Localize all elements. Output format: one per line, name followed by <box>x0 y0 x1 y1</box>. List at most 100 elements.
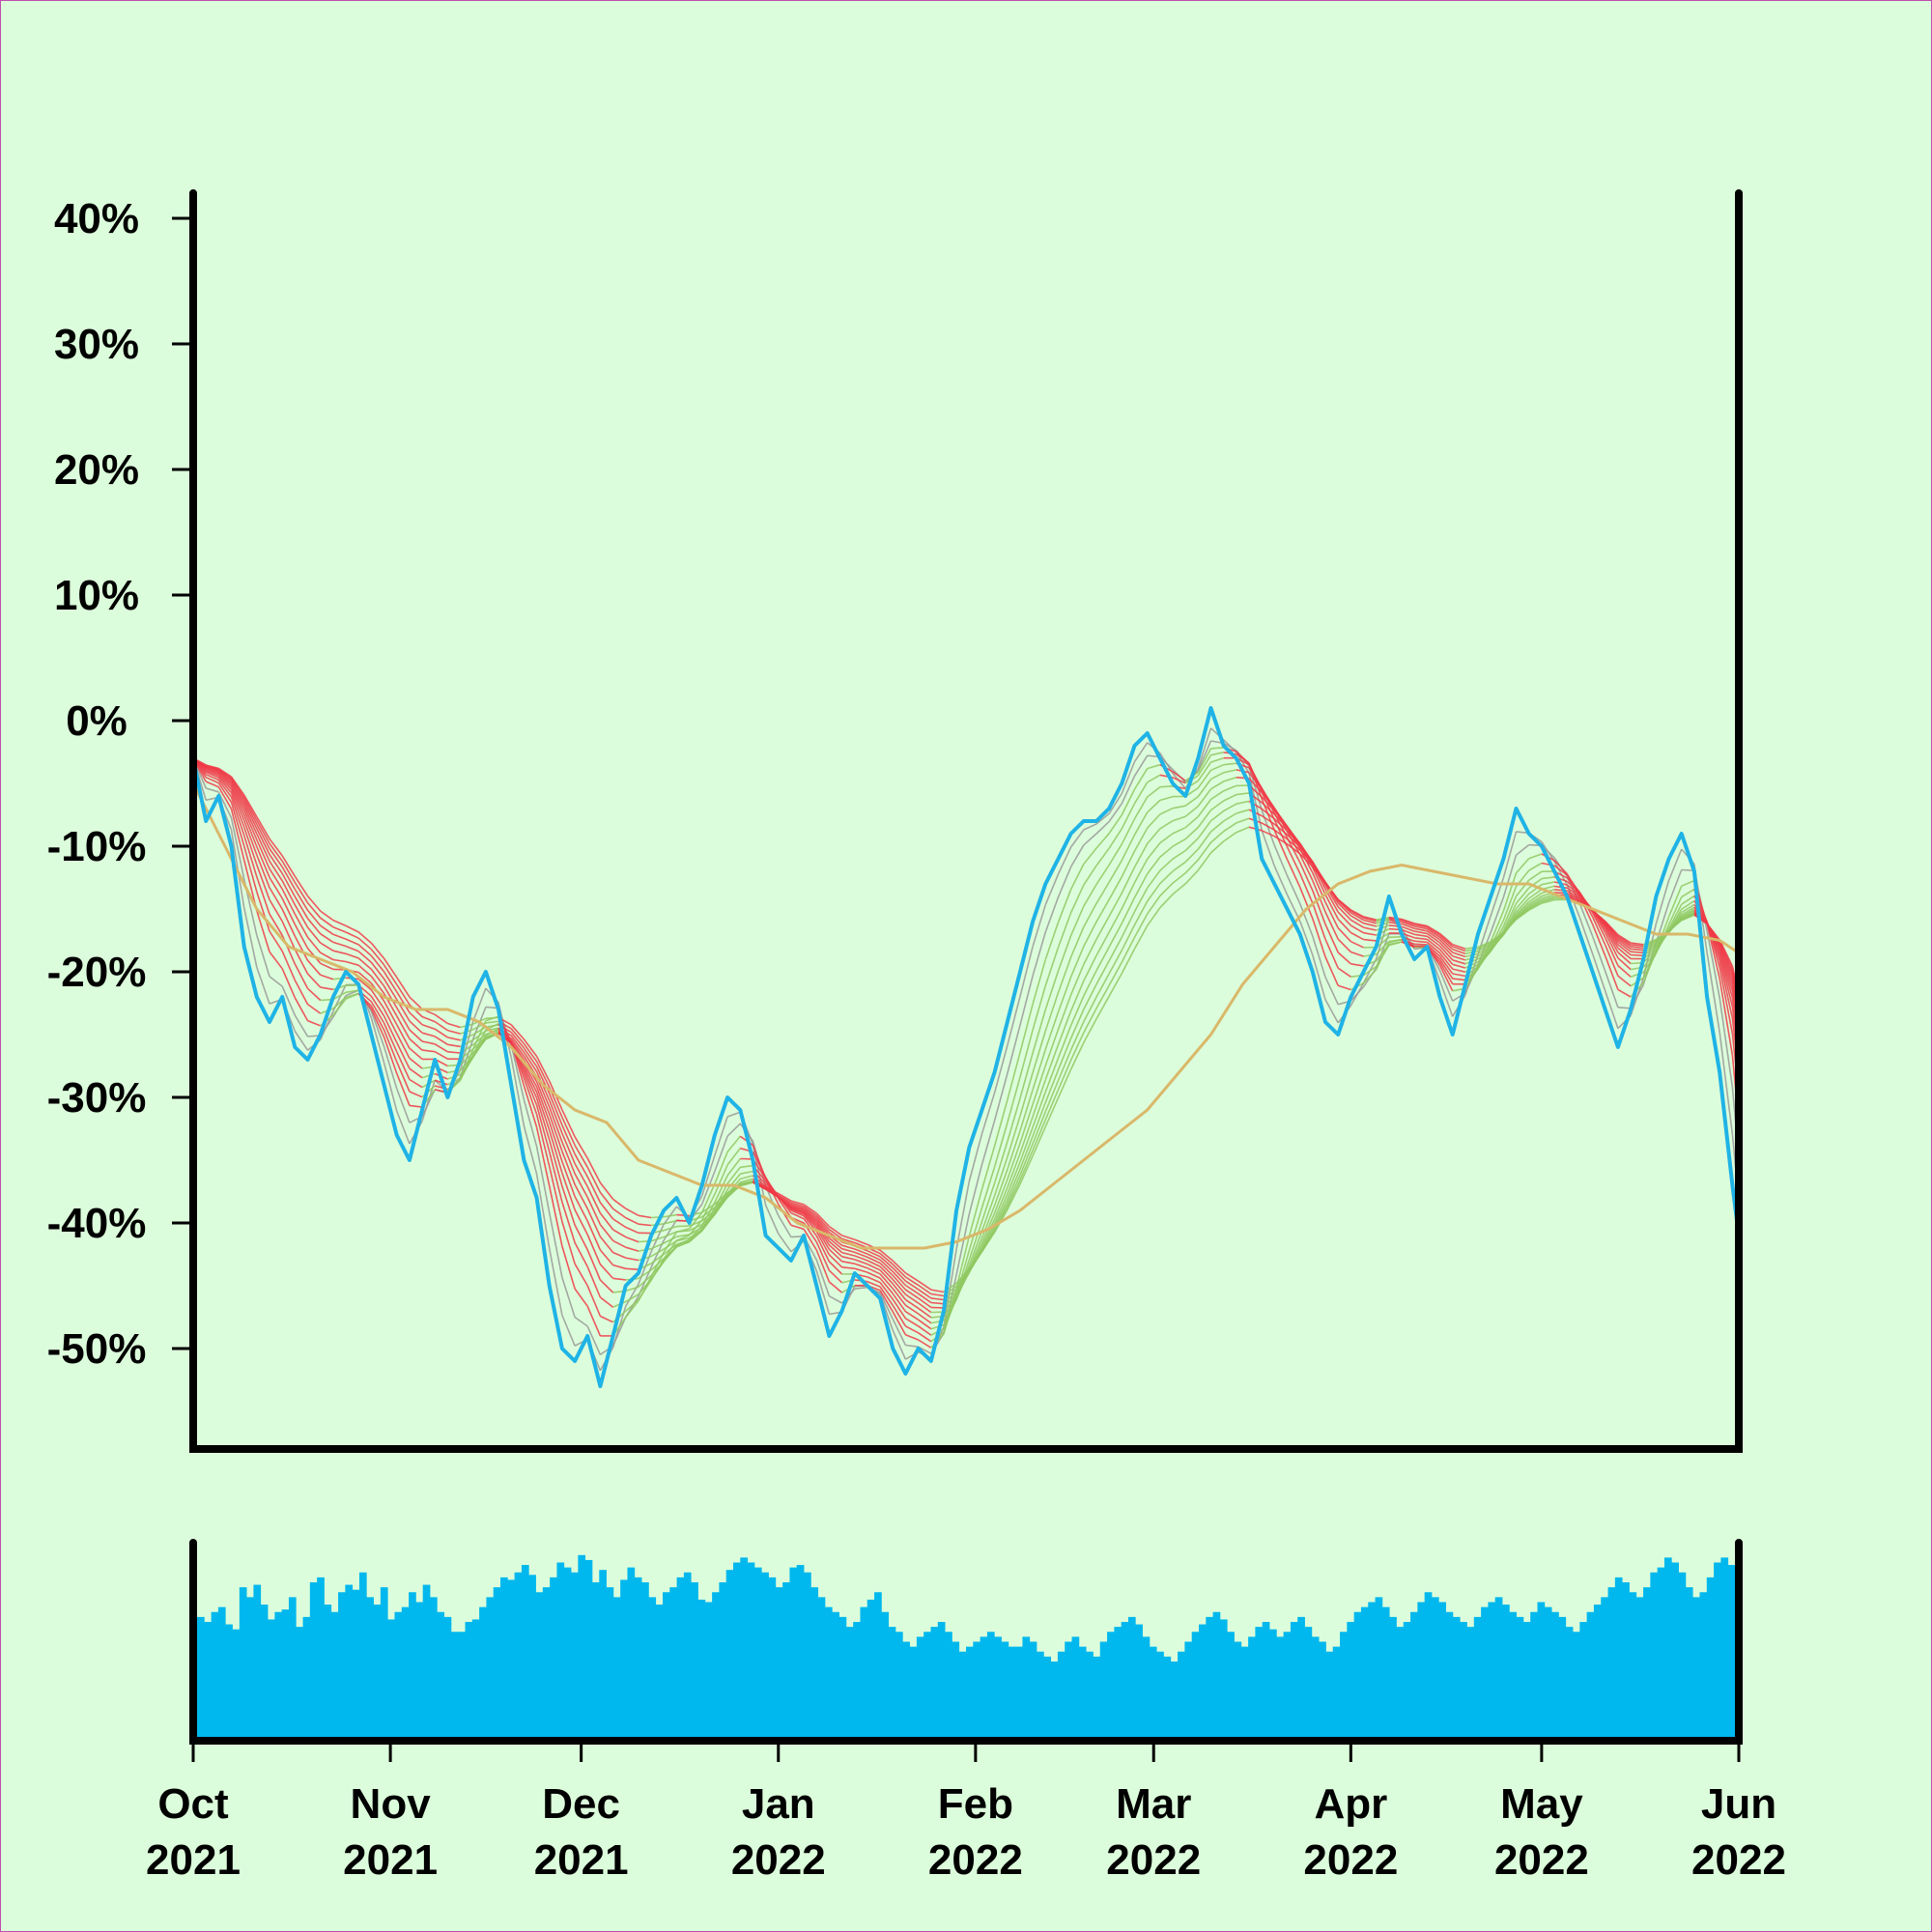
ribbon-segment <box>345 952 359 959</box>
ribbon-segment <box>1261 822 1275 831</box>
ribbon-segment <box>841 1237 856 1244</box>
ribbon-segment <box>1083 996 1097 1023</box>
volume-bar <box>409 1592 416 1741</box>
ribbon-segment <box>1133 873 1149 898</box>
ribbon-segment <box>841 1247 856 1254</box>
volume-bar <box>1234 1641 1242 1741</box>
ribbon-segment <box>828 1248 843 1263</box>
ribbon-segment <box>1477 947 1492 957</box>
ribbon-segment <box>854 1267 868 1273</box>
ribbon-segment <box>370 954 385 973</box>
ribbon-segment <box>1350 910 1364 919</box>
ribbon-segment <box>1388 941 1403 946</box>
ribbon-segment <box>510 1032 526 1049</box>
ribbon-segment <box>1719 960 1734 1019</box>
ribbon-segment <box>1401 918 1415 924</box>
ribbon-segment <box>217 767 232 778</box>
ribbon-segment <box>269 951 283 970</box>
ribbon-segment <box>1159 845 1174 858</box>
ribbon-segment <box>867 1266 881 1275</box>
ribbon-segment <box>918 1313 932 1324</box>
ribbon-segment <box>1248 765 1263 811</box>
volume-bar <box>1149 1646 1157 1742</box>
ribbon-segment <box>1363 938 1377 942</box>
ribbon-segment <box>294 923 309 949</box>
ribbon-segment <box>383 1029 398 1063</box>
ribbon-segment <box>523 1047 538 1067</box>
volume-bar <box>895 1632 903 1741</box>
ribbon-segment <box>955 1269 970 1287</box>
ribbon-segment <box>370 995 385 1017</box>
ribbon-segment <box>561 1109 576 1138</box>
ribbon-segment <box>1261 791 1275 810</box>
ribbon-segment <box>472 1026 487 1036</box>
ribbon-segment <box>1667 848 1683 881</box>
ribbon-segment <box>409 1047 423 1061</box>
ribbon-segment <box>1452 968 1466 973</box>
ribbon-segment <box>918 1297 932 1309</box>
ribbon-segment <box>1617 957 1632 971</box>
ribbon-segment <box>1490 896 1505 933</box>
ribbon-segment <box>764 1205 780 1235</box>
ribbon-segment <box>1541 898 1555 904</box>
ribbon-segment <box>968 1133 983 1182</box>
ribbon-segment <box>625 1236 639 1243</box>
volume-bar <box>458 1632 466 1741</box>
ribbon-segment <box>993 1179 1009 1214</box>
ribbon-segment <box>1184 848 1199 863</box>
ribbon-segment <box>1617 937 1632 948</box>
ribbon-segment <box>1298 862 1314 892</box>
ribbon-segment <box>1057 846 1072 875</box>
volume-bar <box>479 1606 487 1742</box>
ribbon-segment <box>230 779 245 801</box>
ribbon-segment <box>281 985 297 1016</box>
ribbon-segment <box>1273 810 1289 828</box>
y-axis-ticks: 40% 30% 20% 10% 0% -10% -20% -30% -40% -50% <box>47 195 193 1373</box>
ribbon-segment <box>586 1186 602 1214</box>
ribbon-segment <box>320 962 334 971</box>
ribbon-segment <box>395 1024 411 1049</box>
volume-bar <box>1127 1616 1136 1742</box>
ribbon-segment <box>1541 876 1555 880</box>
ribbon-segment <box>383 971 398 993</box>
ribbon-segment <box>1617 935 1632 946</box>
volume-bar <box>1671 1562 1679 1741</box>
ribbon-segment <box>1108 843 1122 866</box>
ribbon-segment <box>395 1061 411 1093</box>
ribbon-segment <box>447 1043 461 1048</box>
ribbon-segment <box>625 1226 639 1235</box>
volume-bar <box>268 1619 275 1741</box>
volume-bar <box>253 1584 262 1741</box>
volume-bar <box>563 1567 572 1742</box>
ribbon-segment <box>421 1023 436 1030</box>
volume-bar <box>296 1627 303 1741</box>
volume-bar <box>1078 1646 1087 1742</box>
volume-bar <box>1240 1646 1249 1742</box>
volume-bar <box>1622 1582 1630 1741</box>
ribbon-segment <box>1044 1089 1060 1121</box>
ribbon-segment <box>396 983 411 1006</box>
ribbon-segment <box>904 1304 920 1315</box>
ribbon-segment <box>535 1081 551 1115</box>
ribbon-segment <box>625 1300 639 1319</box>
ribbon-segment <box>1566 892 1580 900</box>
volume-bar <box>514 1572 523 1741</box>
x-tick-month: Apr <box>1314 1780 1387 1828</box>
volume-bar <box>1319 1641 1326 1741</box>
ribbon-segment <box>242 810 258 840</box>
ribbon-segment <box>421 1032 436 1037</box>
ribbon-segment <box>1223 762 1236 766</box>
ribbon-segment <box>1438 934 1454 948</box>
ribbon-segment <box>1044 970 1060 1010</box>
ribbon-segment <box>740 1181 753 1186</box>
ribbon-segment <box>638 1279 652 1300</box>
ribbon-segment <box>421 1040 436 1045</box>
ribbon-segment <box>1044 1069 1060 1103</box>
ribbon-segment <box>1019 1135 1034 1170</box>
volume-bar <box>1657 1567 1665 1742</box>
ribbon-segment <box>205 781 219 788</box>
ribbon-segment <box>586 1285 602 1317</box>
volume-bar <box>782 1582 790 1741</box>
ribbon-segment <box>357 964 372 978</box>
ribbon-segment <box>867 1256 881 1264</box>
